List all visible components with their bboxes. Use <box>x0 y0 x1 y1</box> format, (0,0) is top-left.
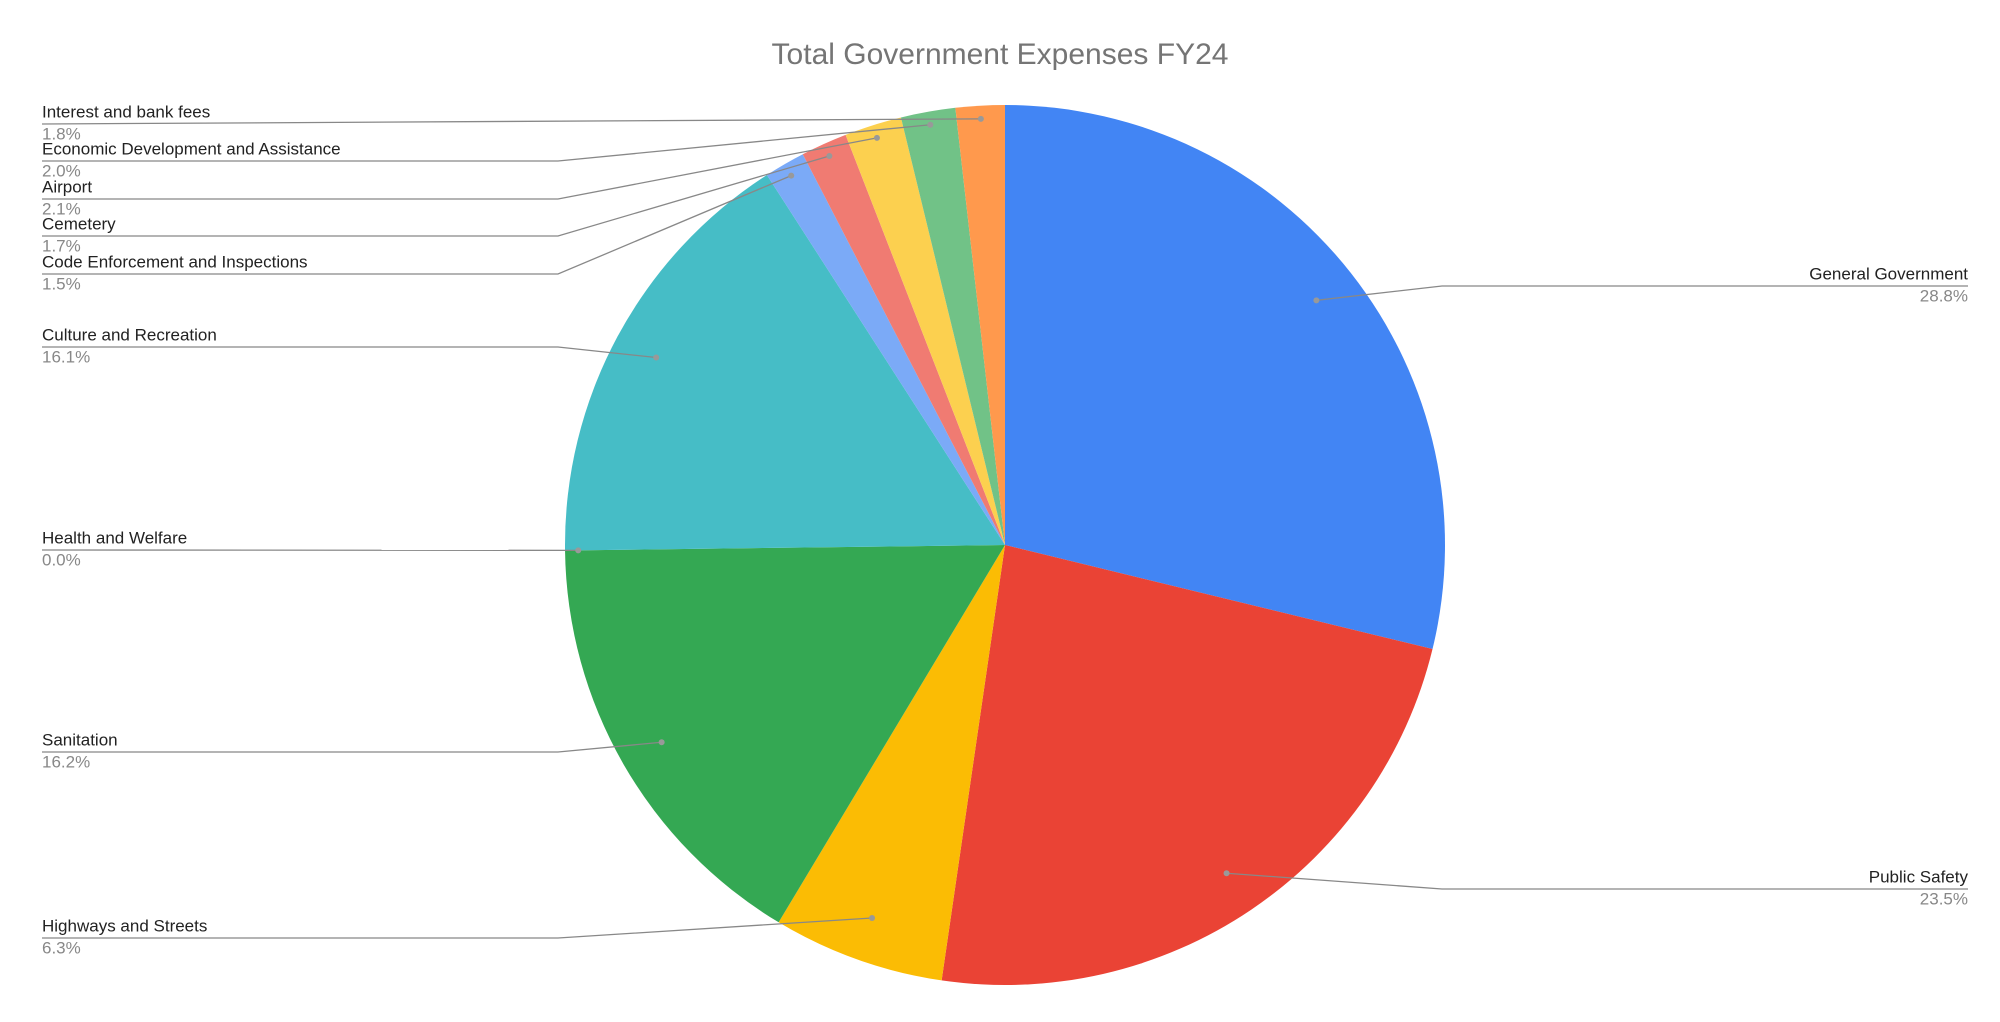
slice-value-label: 16.2% <box>42 752 90 771</box>
pie-slice <box>845 117 1005 545</box>
slice-label: Airport <box>42 177 92 196</box>
leader-line <box>42 155 830 237</box>
leader-line <box>42 741 662 753</box>
leader-line <box>42 175 792 275</box>
slice-label: Culture and Recreation <box>42 325 217 344</box>
slice-label: General Government <box>1809 264 1968 283</box>
leader-dot <box>873 134 880 141</box>
leader-dot <box>658 739 665 746</box>
leader-dot <box>869 915 876 922</box>
slice-label: Economic Development and Assistance <box>42 139 341 158</box>
pie-slice <box>565 174 1005 551</box>
slice-value-label: 23.5% <box>1920 889 1968 908</box>
leader-line <box>1226 872 1968 890</box>
leader-dot <box>927 121 934 128</box>
leader-line <box>42 137 878 200</box>
pie-slice <box>802 134 1005 545</box>
leader-line <box>42 346 657 359</box>
leader-dot <box>575 547 582 554</box>
leader-dot <box>653 354 660 361</box>
pie-slice <box>900 107 1005 545</box>
slice-label: Highways and Streets <box>42 916 207 935</box>
slice-value-label: 2.0% <box>42 161 81 180</box>
slice-label: Code Enforcement and Inspections <box>42 252 308 271</box>
leader-line <box>41 118 981 125</box>
slice-value-label: 1.5% <box>42 274 81 293</box>
leader-dot <box>826 153 833 160</box>
leader-dot <box>977 115 984 122</box>
slice-label: Public Safety <box>1869 867 1969 886</box>
slice-value-label: 0.0% <box>42 550 81 569</box>
slice-label: Cemetery <box>42 214 116 233</box>
slice-value-label: 6.3% <box>42 938 81 957</box>
pie-slice <box>941 545 1433 985</box>
leader-dot <box>1223 870 1230 877</box>
leader-dot <box>1313 297 1320 304</box>
pie-slice <box>1005 105 1445 650</box>
leader-line <box>42 917 873 939</box>
chart-title: Total Government Expenses FY24 <box>772 38 1229 71</box>
pie-slice <box>778 545 1005 981</box>
pie-slice <box>766 154 1005 545</box>
leader-line <box>42 124 931 162</box>
leader-dot <box>788 172 795 179</box>
pie-slice <box>565 545 1005 923</box>
slice-value-label: 1.8% <box>42 124 81 143</box>
pie-slice <box>955 105 1005 545</box>
slice-value-label: 16.1% <box>42 347 90 366</box>
leader-line <box>1316 285 1968 301</box>
slice-value-label: 1.7% <box>42 236 81 255</box>
slice-label: Health and Welfare <box>42 528 187 547</box>
slice-value-label: 2.1% <box>42 199 81 218</box>
slice-value-label: 28.8% <box>1920 286 1968 305</box>
slice-label: Interest and bank fees <box>42 102 210 121</box>
slice-label: Sanitation <box>42 730 118 749</box>
